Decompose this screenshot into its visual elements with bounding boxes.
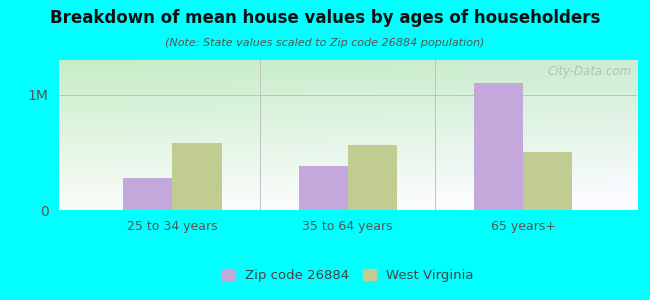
Text: (Note: State values scaled to Zip code 26884 population): (Note: State values scaled to Zip code 2… — [165, 38, 485, 47]
Text: Breakdown of mean house values by ages of householders: Breakdown of mean house values by ages o… — [50, 9, 600, 27]
Bar — [523, 152, 572, 210]
Bar — [348, 146, 397, 210]
Bar — [474, 83, 523, 210]
Text: City-Data.com: City-Data.com — [547, 64, 631, 77]
Legend: Zip code 26884, West Virginia: Zip code 26884, West Virginia — [218, 265, 478, 286]
Bar — [172, 143, 222, 210]
Bar — [124, 178, 172, 210]
Bar — [298, 166, 348, 210]
